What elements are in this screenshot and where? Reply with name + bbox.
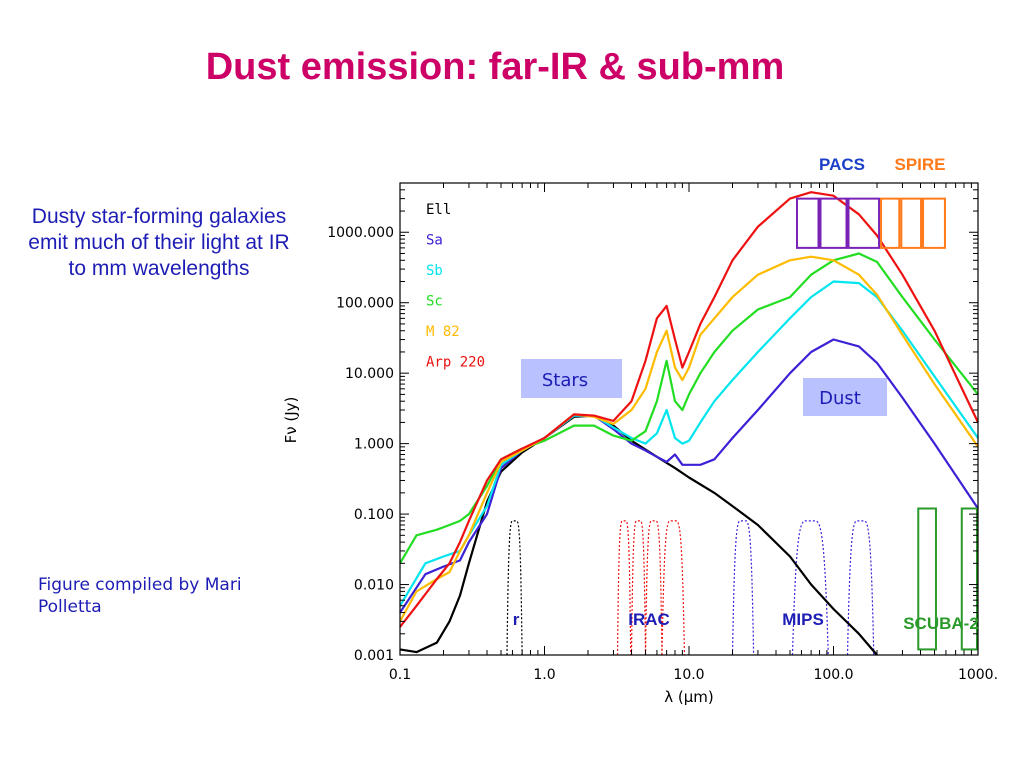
- band-box-spire: [922, 197, 946, 249]
- band-box-scuba-2: [960, 507, 979, 651]
- band-box-scuba-2: [917, 507, 937, 651]
- legend: Ell Sa Sb Sc M 82 Arp 220: [426, 202, 485, 371]
- y-tick-label: 1000.000: [327, 225, 394, 241]
- mips-label: MIPS: [782, 610, 824, 629]
- series-arp-220: [399, 191, 979, 628]
- legend-item: M 82: [426, 324, 460, 340]
- x-tick-label: 10.0: [673, 667, 704, 683]
- y-tick-label: 0.100: [354, 507, 394, 523]
- filter-curve-mips: [791, 520, 829, 656]
- legend-item: Arp 220: [426, 355, 485, 371]
- series-m-82: [399, 255, 979, 622]
- sed-series: [399, 191, 979, 656]
- credit-text: Figure compiled by Mari Polletta: [38, 575, 242, 617]
- legend-item: Ell: [426, 202, 451, 218]
- band-box-pacs: [847, 197, 881, 249]
- band-box-spire: [900, 197, 923, 249]
- band-box-pacs: [795, 197, 820, 249]
- filter-curve-irac: [644, 520, 663, 656]
- filter-curve-mips: [846, 520, 875, 656]
- instrument-boxes: [795, 197, 979, 651]
- legend-item: Sb: [426, 263, 443, 279]
- r-filter-label: r: [513, 610, 520, 629]
- y-tick-label: 0.001: [354, 648, 394, 664]
- band-box-spire: [880, 197, 901, 249]
- x-tick-label: 1000.: [958, 667, 998, 683]
- y-tick-label: 100.000: [336, 296, 394, 312]
- filter-curve-r: [506, 520, 523, 656]
- x-tick-label: 100.0: [813, 667, 853, 683]
- scuba2-label: SCUBA-2: [903, 614, 979, 633]
- filter-curve-irac: [616, 520, 632, 656]
- side-text: Dusty star-forming galaxies emit much of…: [28, 205, 290, 280]
- stars-box: [521, 359, 622, 398]
- y-tick-label: 1.000: [354, 437, 394, 453]
- y-tick-label: 0.010: [354, 578, 394, 594]
- series-ell: [399, 414, 878, 656]
- legend-item: Sa: [426, 233, 443, 249]
- plot-frame: [399, 182, 979, 656]
- y-tick-label: 10.000: [345, 366, 394, 382]
- filter-curve-mips: [731, 520, 755, 656]
- series-sb: [399, 280, 979, 607]
- filter-curve-irac: [661, 520, 686, 656]
- filter-curve-irac: [630, 520, 647, 656]
- filter-curves: [506, 520, 875, 656]
- spire-label: SPIRE: [894, 155, 945, 174]
- series-sa: [399, 338, 979, 614]
- pacs-label: PACS: [819, 155, 865, 174]
- band-box-pacs: [819, 197, 848, 249]
- dust-box: [803, 378, 887, 416]
- axis-ticks: 0.1 1.0 10.0 100.0 1000. 0.001 0.010 0.100 1.000…: [327, 182, 998, 683]
- series-sc: [399, 252, 979, 564]
- slide-title: Dust emission: far-IR & sub-mm: [205, 46, 785, 88]
- stars-label: Stars: [542, 370, 588, 391]
- x-tick-label: 1.0: [533, 667, 555, 683]
- x-axis-label: λ (μm): [664, 688, 714, 706]
- dust-label: Dust: [819, 388, 861, 409]
- irac-label: IRAC: [628, 610, 670, 629]
- x-tick-label: 0.1: [389, 667, 411, 683]
- legend-item: Sc: [426, 294, 443, 310]
- y-axis-label: Fν (Jy): [282, 397, 300, 444]
